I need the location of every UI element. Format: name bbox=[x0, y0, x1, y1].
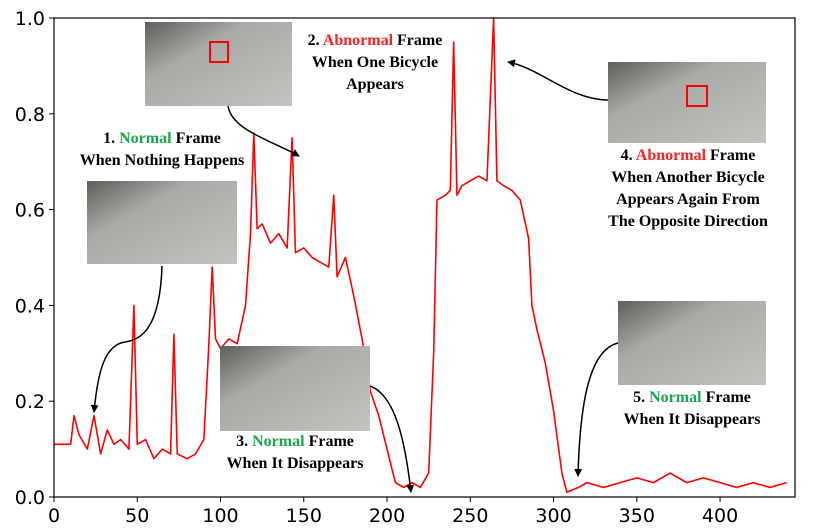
x-tick-label: 150 bbox=[286, 505, 322, 527]
annotation-number: 1. bbox=[103, 130, 115, 147]
y-tick-label: 0.8 bbox=[15, 104, 45, 126]
x-tick-label: 0 bbox=[48, 505, 60, 527]
x-tick-label: 200 bbox=[369, 505, 405, 527]
x-tick-label: 50 bbox=[125, 505, 149, 527]
annotation-line: Appears Again From bbox=[616, 191, 760, 208]
x-tick-label: 250 bbox=[452, 505, 488, 527]
annotation-status: Abnormal bbox=[323, 32, 394, 49]
annotation-title: 1. Normal Frame bbox=[103, 130, 221, 147]
axes-frame bbox=[53, 17, 796, 498]
annotation-number: 3. bbox=[236, 433, 248, 450]
x-tick-label: 350 bbox=[619, 505, 655, 527]
arrow bbox=[227, 105, 300, 157]
annotation-line: When Nothing Happens bbox=[80, 152, 245, 169]
y-tick-label: 1.0 bbox=[15, 8, 45, 30]
annotation-title: 2. Abnormal Frame bbox=[308, 32, 443, 49]
annotation-word: Frame bbox=[710, 147, 755, 164]
annotation-title: 5. Normal Frame bbox=[633, 389, 751, 406]
frame-image bbox=[87, 181, 237, 264]
annotation-line: When It Disappears bbox=[227, 455, 364, 472]
annotation-title: 4. Abnormal Frame bbox=[621, 147, 756, 164]
arrow bbox=[507, 59, 609, 101]
arrows bbox=[90, 59, 619, 493]
annotation-line: When One Bicycle bbox=[312, 54, 438, 71]
x-tick-label: 300 bbox=[535, 505, 571, 527]
annotation-word: Frame bbox=[706, 389, 751, 406]
annotation-line: When Another Bicycle bbox=[611, 169, 764, 186]
annotation-status: Normal bbox=[649, 389, 702, 406]
y-tick-label: 0.6 bbox=[15, 200, 45, 222]
x-tick-label: 100 bbox=[202, 505, 238, 527]
annotation-status: Normal bbox=[252, 433, 305, 450]
annotations: 1. Normal Frame When Nothing Happens 2. Ab… bbox=[80, 32, 768, 472]
annotation-line: Appears bbox=[346, 76, 404, 93]
arrow bbox=[574, 342, 619, 477]
arrow bbox=[90, 265, 163, 413]
annotation-line: The Opposite Direction bbox=[608, 213, 768, 230]
annotation-line: When It Disappears bbox=[624, 411, 761, 428]
frame-image bbox=[618, 301, 766, 385]
annotation-number: 5. bbox=[633, 389, 645, 406]
frame-image bbox=[220, 346, 370, 431]
annotation-word: Frame bbox=[309, 433, 354, 450]
detection-box bbox=[686, 85, 708, 107]
annotation-number: 2. bbox=[308, 32, 320, 49]
data-line bbox=[54, 17, 787, 494]
plot-area: 0 50 100 150 200 250 300 350 400 0.0 0.2 0.4 0.6 0.8 1… bbox=[15, 8, 796, 527]
x-tick-label: 400 bbox=[702, 505, 738, 527]
frame-image bbox=[145, 22, 292, 106]
annotation-number: 4. bbox=[621, 147, 633, 164]
y-tick-label: 0.4 bbox=[15, 295, 45, 317]
arrow bbox=[369, 385, 415, 493]
annotation-word: Frame bbox=[397, 32, 442, 49]
annotation-title: 3. Normal Frame bbox=[236, 433, 354, 450]
annotation-status: Normal bbox=[119, 130, 172, 147]
detection-box bbox=[209, 41, 229, 63]
photos bbox=[87, 22, 766, 431]
y-tick-label: 0.2 bbox=[15, 391, 45, 413]
annotation-status: Abnormal bbox=[636, 147, 707, 164]
annotation-word: Frame bbox=[176, 130, 221, 147]
y-tick-label: 0.0 bbox=[15, 487, 45, 509]
